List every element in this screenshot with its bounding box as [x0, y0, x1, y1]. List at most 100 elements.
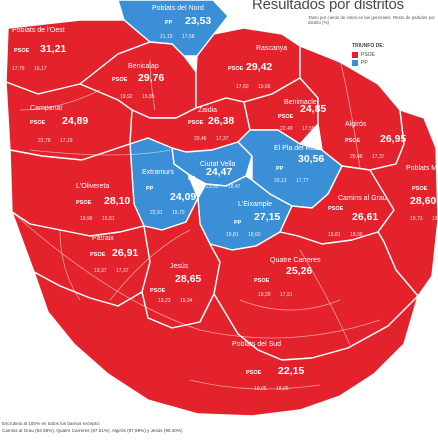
- winner-label: PP: [146, 186, 154, 192]
- winner-value: 28,10: [104, 195, 130, 207]
- road-line: [109, 229, 191, 301]
- winner-value: 29,42: [246, 61, 272, 73]
- other-party-value: 19,81: [226, 232, 239, 238]
- district-name: Camins al Grau: [338, 195, 387, 202]
- winner-value: 28,65: [175, 273, 201, 285]
- district-name: Benimaclet: [284, 99, 319, 106]
- other-party-value: 17,58: [182, 34, 195, 40]
- road-line: [19, 89, 101, 111]
- legend-swatch-psoe: [352, 52, 358, 58]
- district-label-benicalap: Benicalap PSOE 29,76 19,92 15,85: [112, 63, 164, 100]
- winner-value: 29,76: [138, 72, 164, 84]
- winner-label: PSOE: [412, 186, 428, 192]
- legend-item-pp: PP: [352, 60, 384, 66]
- district-label-rascanya: Rascanya PSOE 29,42 17,60 15,66: [228, 45, 287, 90]
- winner-label: PP: [188, 176, 196, 182]
- district-label-ciutat-vella: Ciutat Vella PP 24,47 23,55 18,47: [188, 161, 241, 190]
- other-party-value: 20,46: [350, 154, 363, 160]
- road-line: [29, 149, 171, 156]
- other-party-value: 15,54: [432, 216, 438, 222]
- district-name: Quatre Carreres: [270, 257, 321, 264]
- district-name: Ciutat Vella: [200, 161, 236, 168]
- district-label-poblats-sud: Poblats del Sud PSOE 22,15 19,05 18,96: [232, 341, 304, 392]
- other-party-value: 22,49: [280, 126, 293, 132]
- winner-value: 22,15: [278, 365, 304, 377]
- winner-label: PSOE: [228, 66, 244, 72]
- road-line: [149, 59, 156, 111]
- district-name: Rascanya: [256, 45, 287, 52]
- district-name: Poblats Marítims: [406, 165, 438, 172]
- winner-label: PSOE: [30, 120, 46, 126]
- other-party-value: 15,81: [102, 216, 115, 222]
- footnote-line-1: Escrutinio al 100% en todos los barrios …: [2, 421, 101, 426]
- legend-item-psoe: PSOE: [352, 52, 384, 58]
- district-name: Zaidia: [198, 107, 217, 114]
- footnote: Escrutinio al 100% en todos los barrios …: [2, 421, 432, 434]
- road-line: [189, 379, 321, 390]
- winner-label: PP: [276, 166, 284, 172]
- winner-value: 30,56: [298, 153, 324, 165]
- road-line: [339, 59, 361, 169]
- winner-value: 26,91: [112, 247, 138, 259]
- district-name: Campanar: [30, 105, 63, 112]
- district-name: L'Olivereta: [76, 183, 109, 190]
- winner-value: 23,53: [185, 15, 211, 27]
- other-party-value: 19,92: [120, 94, 133, 100]
- other-party-value: 19,29: [258, 292, 271, 298]
- winner-label: PSOE: [278, 114, 294, 120]
- district-poblats-sud[interactable]: [33, 271, 419, 417]
- other-party-value: 18,00: [350, 232, 363, 238]
- other-party-value: 18,47: [228, 184, 241, 190]
- other-party-value: 17,76: [12, 66, 25, 72]
- district-name: Extramurs: [142, 169, 174, 176]
- winner-label: PSOE: [188, 120, 204, 126]
- district-name: Benicalap: [128, 63, 159, 70]
- winner-label: PP: [165, 20, 173, 26]
- legend-label-pp: PP: [361, 60, 368, 66]
- district-label-algiros: Algirós PSOE 26,95 20,46 17,37: [345, 121, 406, 160]
- other-party-value: 17,37: [216, 136, 229, 142]
- district-label-zaidia: Zaidia PSOE 26,38 20,46 17,37: [188, 107, 234, 142]
- winner-label: PSOE: [254, 278, 270, 284]
- district-name: Poblats del Nord: [152, 5, 204, 12]
- winner-label: PSOE: [328, 206, 344, 212]
- district-label-campanar: Campanar PSOE 24,89 22,79 17,19: [30, 105, 88, 144]
- district-name: Patraix: [92, 235, 114, 242]
- district-name: El Pla del Real: [274, 145, 320, 152]
- winner-label: PSOE: [150, 288, 166, 294]
- district-shapes: [5, 0, 438, 417]
- other-party-value: 23,55: [206, 184, 219, 190]
- winner-label: PSOE: [345, 138, 361, 144]
- other-party-value: 15,66: [258, 84, 271, 90]
- other-party-value: 15,94: [180, 298, 193, 304]
- district-label-el-pla-del-real: El Pla del Real PP 30,56 20,13 17,77: [274, 145, 324, 184]
- other-party-value: 19,70: [172, 210, 185, 216]
- other-party-value: 17,19: [60, 138, 73, 144]
- other-party-value: 22,79: [38, 138, 51, 144]
- winner-value: 27,15: [254, 211, 280, 223]
- district-label-camins-al-grau: Camins al Grau PSOE 26,61 19,81 18,00: [328, 195, 387, 238]
- district-label-extramurs: Extramurs PP 24,09 22,91 19,70: [142, 169, 196, 216]
- district-label-patraix: Patraix PSOE 26,91 19,37 17,37: [90, 235, 138, 274]
- district-label-poblats-nord: Poblats del Nord PP 23,53 21,19 17,58: [152, 5, 211, 40]
- winner-value: 26,61: [352, 211, 378, 223]
- other-party-value: 20,13: [274, 178, 287, 184]
- winner-value: 24,89: [62, 115, 88, 127]
- road-lines: [11, 59, 381, 390]
- district-label-l-olivereta: L'Olivereta PSOE 28,10 19,96 15,81: [76, 183, 130, 222]
- winner-label: PSOE: [90, 252, 106, 258]
- other-party-value: 19,05: [254, 386, 267, 392]
- winner-value: 24,09: [170, 191, 196, 203]
- winner-value: 24,47: [206, 166, 232, 178]
- district-label-poblats-oest: Poblats de l'Oest PSOE 31,21 17,76 16,17: [12, 27, 66, 72]
- winner-value: 24,85: [300, 103, 326, 115]
- winner-value: 26,38: [208, 115, 234, 127]
- other-party-value: 16,17: [34, 66, 47, 72]
- district-name: Poblats del Sud: [232, 341, 281, 348]
- other-party-value: 17,91: [280, 292, 293, 298]
- district-name: Jesús: [170, 263, 189, 270]
- winner-value: 31,21: [40, 43, 66, 55]
- district-name: L'Eixample: [238, 201, 272, 208]
- district-label-jesus: Jesús PSOE 28,65 19,23 15,94: [150, 263, 201, 304]
- district-name: Poblats de l'Oest: [12, 27, 65, 34]
